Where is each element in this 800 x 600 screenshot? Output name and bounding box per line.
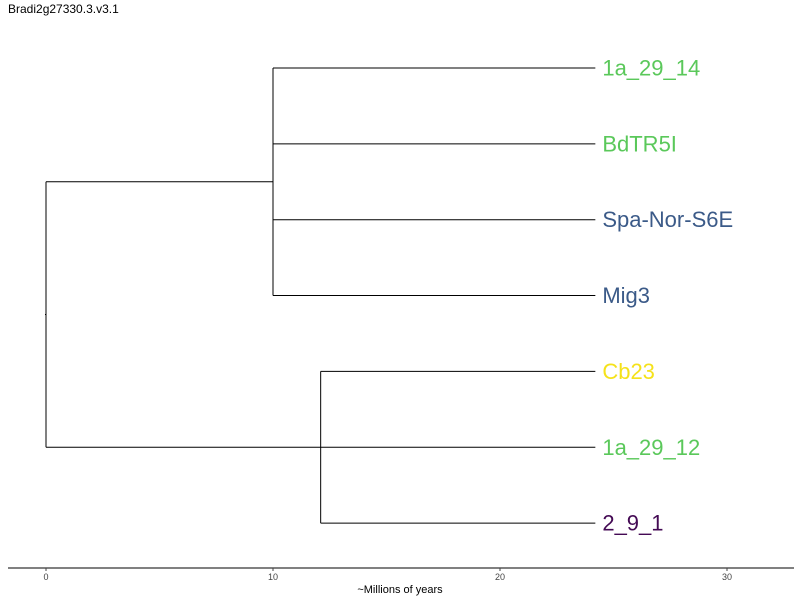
tip-label: Cb23 <box>602 359 655 384</box>
tick-label: 20 <box>495 572 505 582</box>
axis-ticks: 0 10 20 30 <box>43 568 732 582</box>
tick-label: 0 <box>43 572 48 582</box>
tip-label: Spa-Nor-S6E <box>602 207 733 232</box>
page-title: Bradi2g27330.3.v3.1 <box>8 2 119 16</box>
tip-label: Mig3 <box>602 283 650 308</box>
tip-labels-group: 1a_29_14 BdTR5I Spa-Nor-S6E Mig3 Cb23 1a_29_1… <box>602 56 733 536</box>
time-axis: 0 10 20 30 ~Millions of years <box>8 567 794 596</box>
tip-label: 1a_29_12 <box>602 435 700 460</box>
tip-label: 2_9_1 <box>602 511 663 536</box>
axis-title: ~Millions of years <box>357 584 443 596</box>
tick-label: 10 <box>268 572 278 582</box>
tick-label: 30 <box>722 572 732 582</box>
tip-label: BdTR5I <box>602 131 677 156</box>
tip-label: 1a_29_14 <box>602 56 700 81</box>
branches-group <box>45 67 596 524</box>
